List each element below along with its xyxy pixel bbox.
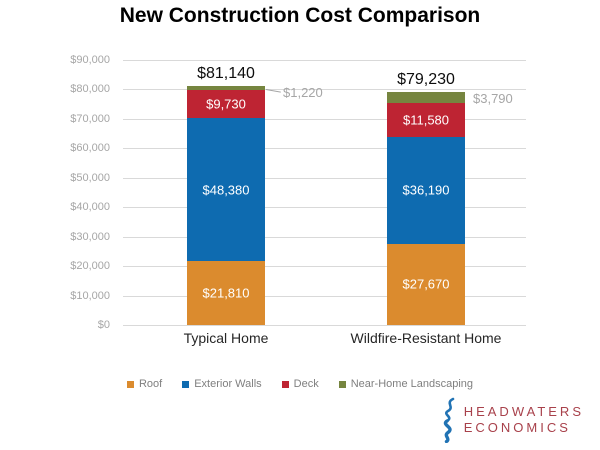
gridline	[123, 266, 526, 268]
x-axis-category-label: Wildfire-Resistant Home	[350, 330, 502, 346]
x-axis-category-label: Typical Home	[183, 330, 269, 346]
bar-segment-label: $11,580	[402, 112, 450, 128]
y-axis-tick-label: $90,000	[70, 54, 110, 66]
gridline	[123, 118, 526, 120]
bar-segment	[387, 91, 465, 103]
y-axis-tick-label: $40,000	[70, 201, 110, 214]
bar-segment-label: $48,380	[202, 182, 250, 198]
bar-segment: $36,190	[387, 136, 465, 244]
legend-label: Deck	[293, 378, 319, 390]
y-axis-tick-label: $20,000	[70, 260, 110, 273]
bar-segment-label: $21,810	[202, 285, 250, 301]
gridline	[123, 89, 526, 91]
gridline	[123, 60, 526, 61]
y-axis-tick-label: $0	[97, 319, 110, 331]
chart-title: New Construction Cost Comparison	[119, 4, 481, 27]
y-axis-tick-label: $80,000	[70, 83, 110, 96]
legend-label: Roof	[138, 378, 163, 390]
legend-item: Exterior Walls	[182, 378, 262, 390]
headwaters-logo: HEADWATERS ECONOMICS	[440, 397, 584, 443]
y-axis-tick-label: $10,000	[70, 289, 110, 302]
callout-label: $3,790	[473, 90, 513, 106]
bar-segment: $9,730	[187, 89, 265, 119]
legend-swatch	[281, 380, 289, 388]
bar-segment	[187, 86, 265, 90]
gridline	[123, 295, 526, 297]
y-axis-tick-label: $50,000	[70, 171, 110, 184]
legend-swatch	[182, 380, 190, 388]
gridline	[123, 207, 526, 209]
bar-segment-label: $27,670	[402, 276, 450, 292]
gridline	[123, 325, 526, 326]
bar-segment: $48,380	[187, 118, 265, 261]
logo-text: HEADWATERS ECONOMICS	[464, 404, 584, 436]
gridline	[123, 148, 526, 150]
gridline	[123, 236, 526, 238]
callout-label: $1,220	[283, 85, 323, 101]
bar-segment-label: $9,730	[206, 96, 246, 112]
y-axis: $0 $10,000 $20,000 $30,000 $40,000 $50,000 $60…	[0, 54, 110, 340]
legend-item: Near-Home Landscaping	[338, 378, 474, 390]
bar-total-label: $81,140	[197, 65, 255, 83]
plot-area: $21,810 $48,380 $9,730 $1,220 $81,140 Typical…	[123, 60, 526, 346]
legend-label: Near-Home Landscaping	[350, 378, 474, 390]
logo-text-line1: HEADWATERS	[463, 404, 584, 419]
legend-swatch	[126, 380, 134, 388]
y-axis-tick-label: $60,000	[70, 142, 110, 155]
bar-segment: $21,810	[187, 260, 265, 325]
y-axis-tick-label: $70,000	[70, 112, 110, 125]
gridline	[123, 177, 526, 179]
bar-total-label: $79,230	[397, 70, 455, 88]
legend: Roof Exterior Walls Deck Near-Home Landscap…	[0, 378, 600, 390]
bar-segment: $27,670	[387, 243, 465, 325]
legend-label: Exterior Walls	[194, 378, 262, 390]
logo-text-line2: ECONOMICS	[463, 420, 571, 435]
legend-swatch	[338, 380, 346, 388]
legend-item: Roof	[126, 378, 163, 390]
legend-item: Deck	[281, 378, 319, 390]
river-squiggle-icon	[443, 397, 455, 443]
y-axis-tick-label: $30,000	[70, 230, 110, 243]
bar-segment: $11,580	[387, 102, 465, 137]
bar-segment-label: $36,190	[402, 182, 450, 198]
